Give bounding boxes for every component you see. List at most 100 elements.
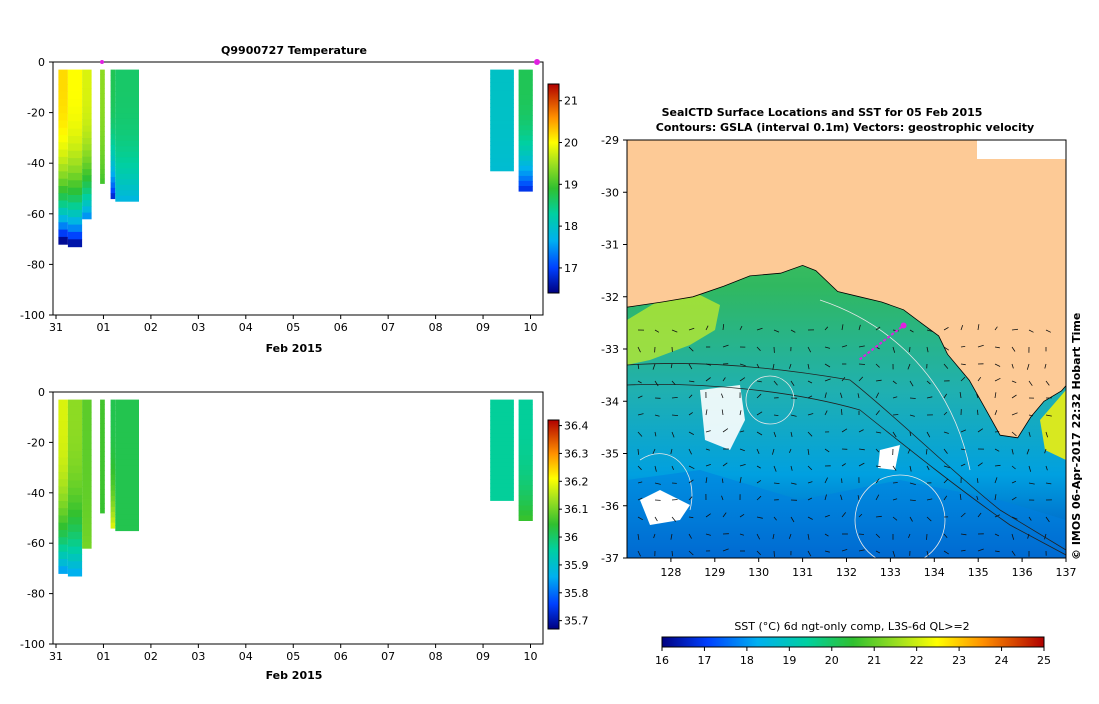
top-profile-cell: [100, 179, 105, 184]
top-profile-cell: [68, 136, 82, 144]
sst-colorbar-label: SST (°C) 6d ngt-only comp, L3S-6d QL>=2: [734, 620, 969, 633]
bot-profile-cell: [490, 429, 514, 434]
top-profile-cell: [82, 95, 92, 102]
map-blank-corner: [977, 140, 1066, 159]
top-profile-cell: [519, 151, 533, 157]
top-profile-cell: [68, 151, 82, 159]
top-profile-cell: [111, 75, 116, 81]
bot-profile-cell: [100, 437, 105, 442]
top-profile-cell: [519, 110, 533, 116]
top-profile-cell: [111, 102, 116, 108]
salinity-xlabel: Feb 2015: [266, 669, 323, 682]
top-y-tick-label: -60: [27, 208, 45, 221]
salinity-colorbar: [548, 420, 559, 629]
top-profile-cell: [68, 225, 82, 233]
bot-profile-cell: [68, 539, 82, 547]
top-profile-cell: [111, 129, 116, 135]
top-profile-cell: [58, 70, 68, 78]
top-profile-cell: [82, 119, 92, 126]
top-x-tick-label: 08: [429, 321, 443, 334]
bot-profile-cell: [490, 484, 514, 489]
bot-profile-cell: [490, 442, 514, 447]
bot-profile-cell: [58, 458, 68, 466]
sst-colorbar: [662, 637, 1044, 647]
bot-profile-cell: [68, 554, 82, 562]
top-profile-cell: [100, 89, 105, 94]
geostrophic-vector: [672, 500, 678, 501]
top-profile-cell: [115, 75, 139, 81]
geostrophic-vector: [927, 534, 928, 540]
top-profile-cell: [100, 174, 105, 179]
top-x-tick-label: 02: [144, 321, 158, 334]
bot-profile-cell: [68, 436, 82, 444]
bot-profile-cell: [68, 495, 82, 503]
bot-profile-cell: [68, 510, 82, 518]
geostrophic-vector: [893, 483, 898, 484]
bot-y-tick-label: -100: [20, 638, 45, 651]
top-profile-cell: [68, 114, 82, 122]
sst-map-panel: SealCTD Surface Locations and SST for 05…: [601, 106, 1083, 667]
bot-colorbar-label: 36: [564, 531, 578, 544]
bot-profile-cell: [519, 510, 533, 516]
temperature-colorbar: [548, 84, 559, 293]
top-profile-cell: [82, 200, 92, 207]
sst-colorbar-label: 17: [697, 654, 711, 667]
top-profile-cell: [82, 182, 92, 189]
top-profile-cell: [490, 95, 514, 100]
map-x-tick-label: 137: [1056, 566, 1077, 579]
top-profile-cell: [68, 129, 82, 137]
top-profile-cell: [519, 140, 533, 146]
top-profile-cell: [82, 76, 92, 83]
bot-profile-cell: [111, 496, 116, 502]
bot-y-tick-label: -80: [27, 588, 45, 601]
top-profile-cell: [115, 108, 139, 114]
top-profile-cell: [68, 173, 82, 181]
bot-profile-cell: [82, 493, 92, 500]
top-profile-cell: [82, 132, 92, 139]
top-profile-cell: [519, 105, 533, 111]
bot-profile-cell: [490, 404, 514, 409]
top-profile-cell: [490, 99, 514, 104]
bot-profile-cell: [111, 523, 116, 529]
bot-profile-cell: [115, 411, 139, 417]
geostrophic-vector: [910, 398, 916, 399]
bot-profile-cell: [82, 517, 92, 524]
bot-profile-cell: [111, 432, 116, 438]
top-profile-cell: [111, 145, 116, 151]
bot-profile-cell: [519, 450, 533, 456]
bot-profile-cell: [82, 542, 92, 549]
bot-profile-cell: [68, 480, 82, 488]
top-profile-cell: [68, 143, 82, 151]
top-profile-cell: [58, 135, 68, 143]
bot-profile-cell: [68, 422, 82, 430]
bot-profile-cell: [100, 470, 105, 475]
bot-y-tick-label: -20: [27, 436, 45, 449]
geostrophic-vector: [842, 478, 843, 483]
bot-profile-cell: [100, 452, 105, 457]
bot-profile-cell: [68, 525, 82, 533]
top-profile-cell: [100, 150, 105, 155]
bot-profile-cell: [115, 443, 139, 449]
bot-profile-cell: [100, 466, 105, 471]
bot-profile-cell: [115, 460, 139, 466]
top-x-tick-label: 03: [191, 321, 205, 334]
map-area: [627, 140, 1066, 565]
top-profile-cell: [490, 120, 514, 125]
top-profile-cell: [100, 103, 105, 108]
top-profile-cell: [58, 121, 68, 129]
map-y-tick-label: -31: [601, 239, 619, 252]
top-profile-cell: [490, 137, 514, 142]
map-y-tick-label: -34: [601, 395, 619, 408]
bot-profile-cell: [111, 400, 116, 406]
bot-profile-cell: [115, 427, 139, 433]
bot-profile-cell: [111, 448, 116, 454]
bot-profile-cell: [58, 552, 68, 560]
top-profile-cell: [115, 163, 139, 169]
map-y-tick-label: -33: [601, 343, 619, 356]
bot-profile-cell: [519, 400, 533, 406]
bot-colorbar-label: 36.4: [564, 420, 589, 433]
bot-profile-cell: [58, 407, 68, 415]
top-profile-cell: [58, 208, 68, 216]
bot-profile-cell: [100, 400, 105, 405]
bot-profile-cell: [115, 503, 139, 509]
